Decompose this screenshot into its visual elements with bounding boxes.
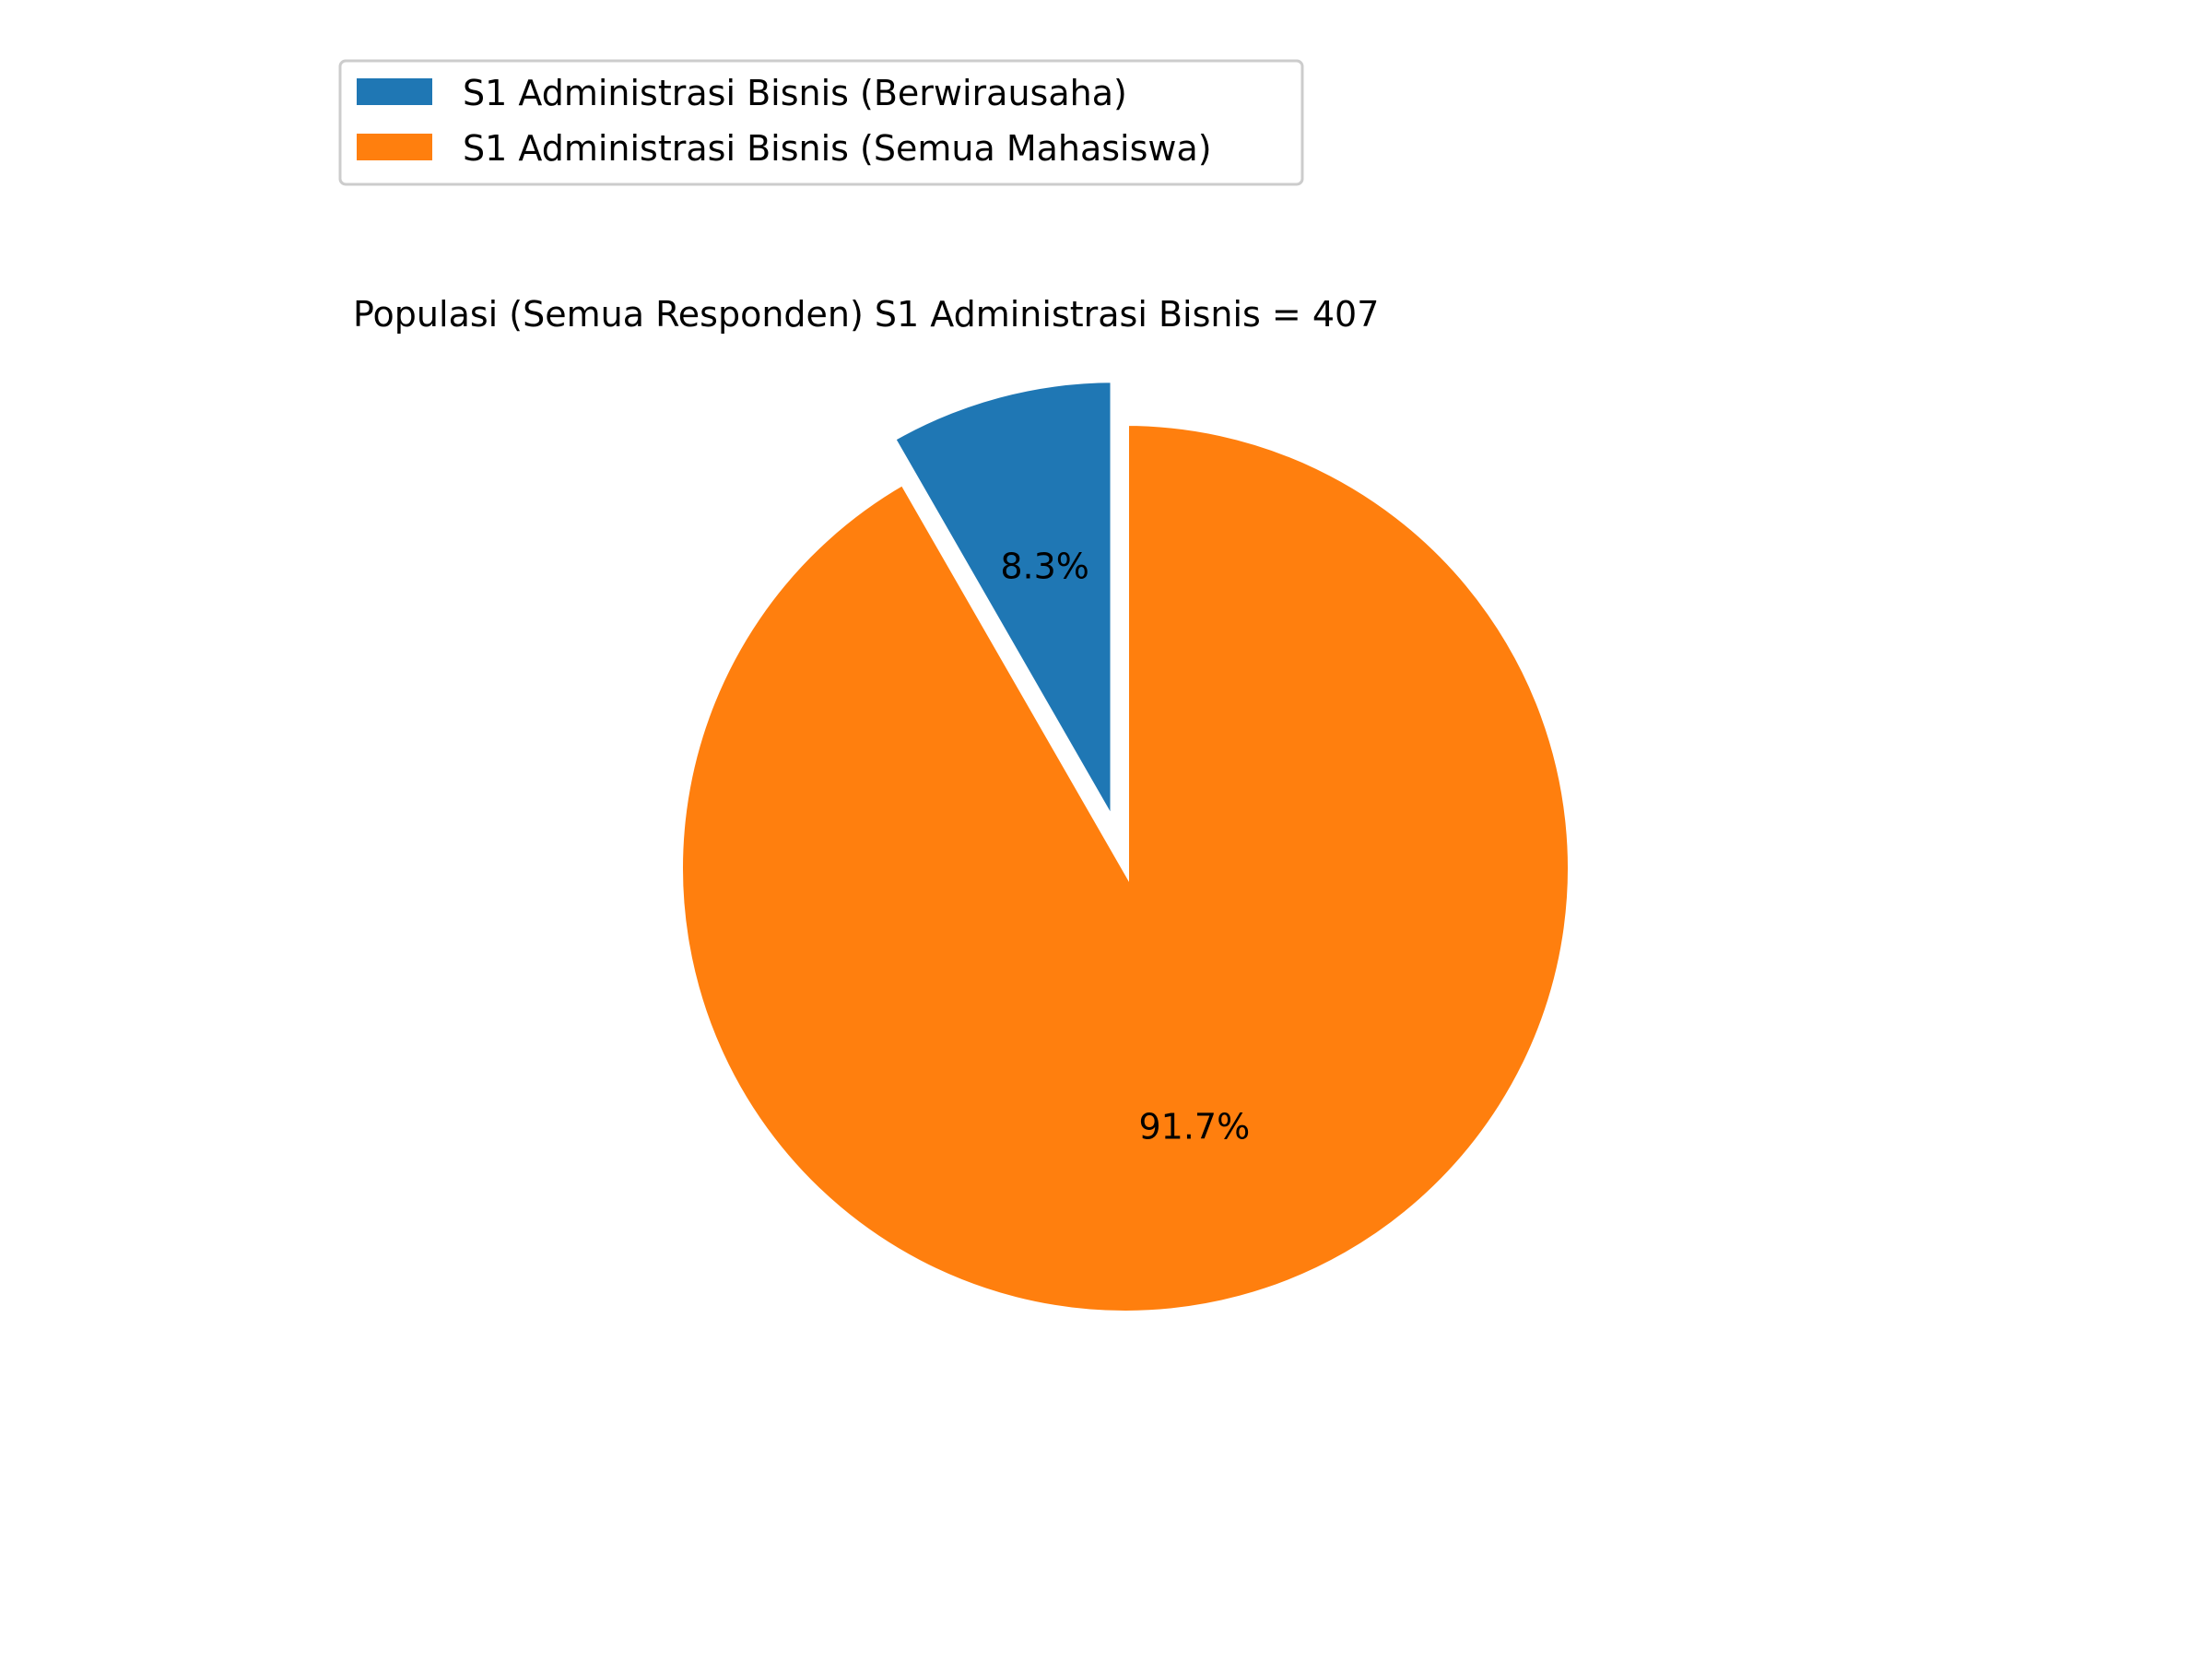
legend: S1 Administrasi Bisnis (Berwirausaha) S1…	[338, 59, 1304, 186]
pie-slice-berwirausaha	[886, 375, 1118, 840]
legend-label-semua-mahasiswa: S1 Administrasi Bisnis (Semua Mahasiswa)	[463, 128, 1212, 169]
legend-label-berwirausaha: S1 Administrasi Bisnis (Berwirausaha)	[463, 73, 1127, 113]
pie-slice-semua-mahasiswa	[676, 418, 1575, 1318]
legend-frame	[338, 59, 1304, 186]
pie-slices	[676, 375, 1575, 1318]
chart-title: Populasi (Semua Responden) S1 Administra…	[353, 294, 1379, 335]
legend-swatch-semua-mahasiswa	[357, 134, 432, 160]
pie-labels: 8.3% 91.7%	[1000, 547, 1250, 1147]
legend-swatch-berwirausaha	[357, 78, 432, 105]
pie-label-berwirausaha: 8.3%	[1000, 547, 1089, 587]
pie-label-semua-mahasiswa: 91.7%	[1139, 1107, 1251, 1147]
